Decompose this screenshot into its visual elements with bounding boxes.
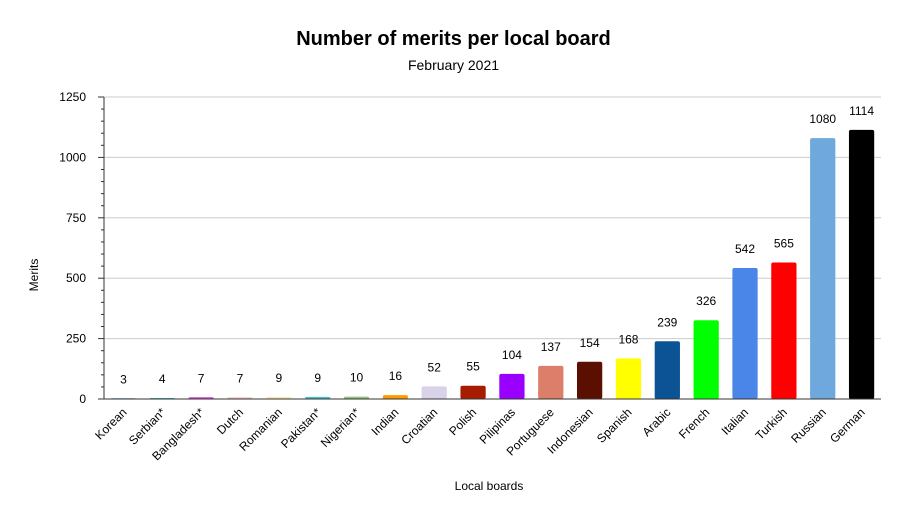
bar-italian [732,268,758,399]
bar-polish [460,385,486,399]
bar-nigerian [343,396,370,399]
x-tick-label-dutch: Dutch [214,405,246,437]
bar-german [848,129,875,399]
data-label-spanish: 168 [618,332,638,346]
data-label-croatian: 52 [428,360,442,374]
x-tick-label-korean: Korean [92,405,129,442]
data-label-pakistan: 9 [314,371,321,385]
y-axis-label: Merits [27,259,41,292]
data-labels: 3 4 7 7 9 9 10 16 52 55 104 137 154 168 239 326 542 565 10… [120,104,874,386]
chart-subtitle: February 2021 [408,57,499,73]
bars [110,129,875,399]
data-label-indonesian: 154 [580,336,600,350]
data-label-polish: 55 [466,360,480,374]
bar-pakistan [305,396,331,399]
x-tick-label-russian: Russian [788,405,829,446]
bar-indian [382,395,409,399]
data-label-korean: 3 [120,372,127,386]
y-axis-ticks: 0 250 500 750 1000 1250 [59,90,104,406]
bar-indonesian [576,361,603,399]
bar-pilipinas [499,373,525,399]
x-axis-label: Local boards [455,479,524,493]
bar-portuguese [538,365,564,399]
data-label-french: 326 [696,294,716,308]
data-label-italian: 542 [735,242,755,256]
x-tick-label-polish: Polish [446,405,479,438]
bar-arabic [654,341,680,399]
data-label-pilipinas: 104 [502,348,522,362]
y-tick-label: 1250 [59,90,86,104]
x-tick-label-french: French [676,405,712,441]
x-tick-label-nigerian: Nigerian* [318,405,363,450]
data-label-indian: 16 [389,369,403,383]
x-tick-label-indian: Indian [368,405,401,438]
x-tick-label-german: German [827,405,868,446]
data-label-dutch: 7 [237,371,244,385]
bar-romanian [266,396,292,399]
data-label-romanian: 9 [275,371,282,385]
y-tick-label: 750 [66,211,86,225]
x-tick-label-croatian: Croatian [398,405,440,447]
y-tick-label: 0 [79,392,86,406]
data-label-nigerian: 10 [350,371,364,385]
data-label-turkish: 565 [774,236,794,250]
x-tick-label-arabic: Arabic [639,405,673,439]
x-tick-label-italian: Italian [719,405,752,438]
chart-title: Number of merits per local board [296,28,611,50]
data-label-german: 1114 [849,104,874,118]
bar-croatian [421,386,447,399]
x-tick-label-spanish: Spanish [594,405,635,446]
bar-french [693,320,719,399]
data-label-arabic: 239 [657,315,677,329]
bar-russian [810,138,836,399]
y-tick-label: 500 [66,271,86,285]
bar-spanish [615,358,642,399]
y-tick-label: 1000 [59,150,86,164]
x-tick-label-romanian: Romanian [236,405,285,454]
data-label-bangladesh: 7 [198,371,205,385]
y-tick-label: 250 [66,332,86,346]
data-label-portuguese: 137 [541,340,561,354]
gridlines [104,96,881,340]
bar-turkish [771,262,797,399]
data-label-russian: 1080 [809,112,836,126]
x-tick-label-pakistan: Pakistan* [278,405,324,451]
x-tick-label-turkish: Turkish [753,405,790,442]
data-label-serbian: 4 [159,372,166,386]
